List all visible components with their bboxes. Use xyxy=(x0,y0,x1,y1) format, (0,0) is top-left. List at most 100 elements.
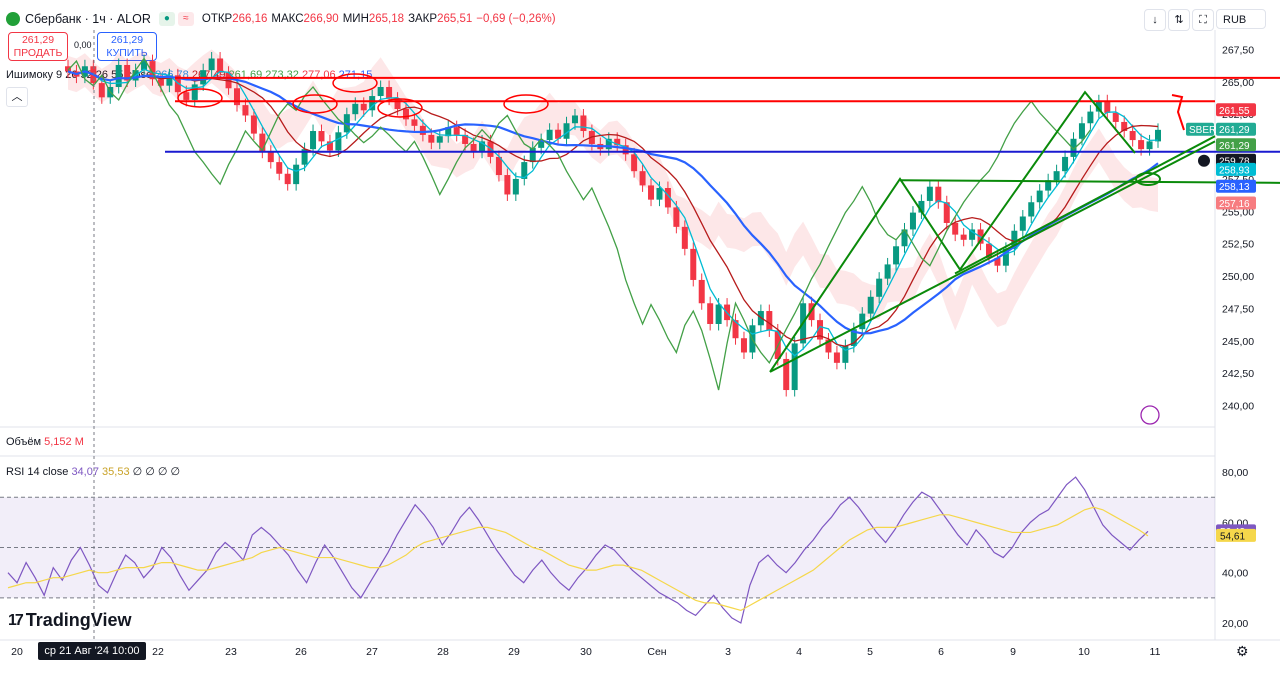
candle-body xyxy=(994,257,1001,266)
candle-body xyxy=(1070,138,1077,157)
buy-label: КУПИТЬ xyxy=(106,47,148,59)
status-pills: ● ≈ xyxy=(158,12,194,26)
candle-body xyxy=(1028,202,1035,217)
candle-body xyxy=(1146,141,1153,150)
time-tick-label: 22 xyxy=(152,646,164,658)
candle-body xyxy=(563,123,570,139)
price-tick-label: 250,00 xyxy=(1222,271,1254,283)
candle-body xyxy=(1019,216,1026,231)
candle-body xyxy=(664,188,671,208)
sell-label: ПРОДАТЬ xyxy=(13,47,63,59)
price-tick-label: 252,50 xyxy=(1222,239,1254,251)
time-tick-label: 9 xyxy=(1010,646,1016,658)
marker-circle xyxy=(503,94,549,114)
wave-icon: ≈ xyxy=(177,12,194,26)
marker-circle xyxy=(292,94,338,114)
time-tick-label: 5 xyxy=(867,646,873,658)
candle-body xyxy=(326,141,333,151)
candle-body xyxy=(960,234,967,240)
crosshair-date: ср 21 Авг '24 10:00 xyxy=(38,642,146,660)
time-tick-label: 27 xyxy=(366,646,378,658)
candle-body xyxy=(614,138,621,146)
candle-body xyxy=(141,61,148,71)
candle-body xyxy=(512,178,519,195)
ohlc-close: ЗАКР265,51 xyxy=(408,13,473,25)
indicator-lines xyxy=(67,57,1159,391)
candle-body xyxy=(1095,101,1102,112)
rsi-value-2: 35,53 xyxy=(102,466,130,478)
time-tick-label: 3 xyxy=(725,646,731,658)
price-badge-label: 258,13 xyxy=(1219,182,1250,193)
fullscreen-icon[interactable]: ⛶ xyxy=(1192,9,1214,31)
candle-body xyxy=(1138,140,1145,150)
time-tick-label: 23 xyxy=(225,646,237,658)
time-tick-label: 30 xyxy=(580,646,592,658)
candle-body xyxy=(495,156,502,176)
candle-body xyxy=(115,64,122,87)
candle-body xyxy=(1062,156,1069,172)
price-axis: 267,50265,00262,50260,00257,50255,00252,… xyxy=(1140,44,1256,425)
uptrend-line-2 xyxy=(954,135,1216,275)
candle-body xyxy=(276,162,283,174)
rsi-ma-line xyxy=(7,506,1149,612)
volume-legend[interactable]: Объём 5,152 М xyxy=(6,436,84,448)
ohlc-open: ОТКР266,16 xyxy=(201,13,268,25)
candle-body xyxy=(98,83,105,98)
candle-body xyxy=(208,58,215,71)
candle-body xyxy=(648,185,655,200)
candle-body xyxy=(301,149,308,165)
rsi-tick-label: 80,00 xyxy=(1222,467,1248,479)
settings-gear-icon[interactable]: ⚙ xyxy=(1236,643,1249,659)
grid xyxy=(0,30,1280,641)
ohlc-low: МИН265,18 xyxy=(342,13,405,25)
candle-body xyxy=(1045,180,1052,191)
price-tick-label: 242,50 xyxy=(1222,368,1254,380)
candle-body xyxy=(267,151,274,163)
collapse-icon[interactable]: ︿ xyxy=(6,87,28,107)
candle-body xyxy=(825,339,832,353)
candle-body xyxy=(639,171,646,186)
arrow-down-icon[interactable]: ↓ xyxy=(1144,9,1166,31)
compare-arrows-icon[interactable]: ⇅ xyxy=(1168,9,1190,31)
currency-select[interactable]: RUB xyxy=(1216,9,1266,29)
candle-body xyxy=(740,338,747,353)
rsi-legend[interactable]: RSI 14 close 34,07 35,53 ∅ ∅ ∅ ∅ xyxy=(6,465,180,478)
candle-body xyxy=(1155,129,1161,142)
volume-label: Объём xyxy=(6,436,42,448)
candle-body xyxy=(310,131,317,150)
price-tick-label: 240,00 xyxy=(1222,401,1254,413)
buy-button[interactable]: 261,29 КУПИТЬ xyxy=(97,32,157,61)
candle-body xyxy=(411,119,418,126)
candle-body xyxy=(65,66,71,72)
price-badge xyxy=(1216,162,1256,176)
time-tick-label: 26 xyxy=(295,646,307,658)
price-tick-label: 245,00 xyxy=(1222,336,1254,348)
candle-body xyxy=(690,248,697,280)
rsi-flags: ∅ ∅ ∅ ∅ xyxy=(132,466,181,478)
rsi-tick-label: 40,00 xyxy=(1222,568,1248,580)
marker-circle xyxy=(332,73,378,93)
candle-body xyxy=(1112,112,1119,122)
chikou-line xyxy=(67,57,1091,391)
rsi-tick-label: 20,00 xyxy=(1222,618,1248,630)
price-badge xyxy=(1216,122,1256,136)
candle-body xyxy=(893,246,900,265)
ohlc-high: МАКС266,90 xyxy=(271,13,339,25)
symbol-title[interactable]: Сбербанк · 1ч · ALOR xyxy=(25,12,151,26)
time-axis: 20 22 23 26 27 28 29 30 Сен 3 4 5 6 9 10 11 xyxy=(11,30,1161,658)
price-badge-label: 258,93 xyxy=(1219,165,1250,176)
candle-body xyxy=(352,103,359,115)
tradingview-name: TradingView xyxy=(25,610,132,630)
sell-button[interactable]: 261,29 ПРОДАТЬ xyxy=(8,32,68,61)
candle-body xyxy=(1087,111,1094,124)
moving-average-line xyxy=(67,70,1159,335)
candle-body xyxy=(901,229,908,247)
candle-body xyxy=(986,243,993,258)
rsi-line xyxy=(7,476,1149,624)
kijun-line xyxy=(67,70,1159,347)
candle-body xyxy=(909,212,916,230)
candle-body xyxy=(622,145,629,155)
uptrend-line xyxy=(769,140,1216,373)
candle-body xyxy=(1121,121,1128,132)
